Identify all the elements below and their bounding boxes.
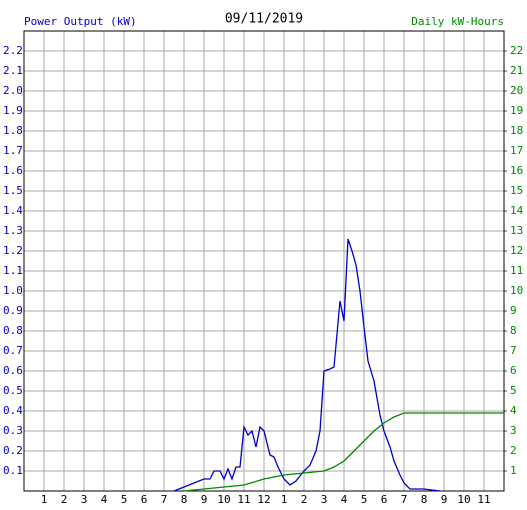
y-tick-label: 2.1: [3, 64, 23, 77]
y-tick-label: 0.7: [3, 344, 23, 357]
y2-tick-label: 11: [510, 264, 523, 277]
y-tick-label: 1.1: [3, 264, 23, 277]
y2-tick-label: 15: [510, 184, 523, 197]
y2-tick-label: 20: [510, 84, 523, 97]
x-tick-label: 1: [41, 493, 48, 506]
y2-tick-label: 17: [510, 144, 523, 157]
y2-tick-label: 4: [510, 404, 517, 417]
y-tick-label: 1.6: [3, 164, 23, 177]
y-tick-label: 1.4: [3, 204, 23, 217]
y2-tick-label: 9: [510, 304, 517, 317]
x-tick-label: 11: [237, 493, 250, 506]
x-tick-label: 3: [321, 493, 328, 506]
y2-tick-label: 16: [510, 164, 523, 177]
y-tick-label: 0.8: [3, 324, 23, 337]
plot-frame: [23, 30, 505, 492]
y2-tick-label: 14: [510, 204, 524, 217]
y2-tick-label: 21: [510, 64, 523, 77]
y2-tick-label: 13: [510, 224, 523, 237]
y2-tick-label: 10: [510, 284, 523, 297]
y-tick-label: 0.1: [3, 464, 23, 477]
y-tick-label: 1.7: [3, 144, 23, 157]
x-tick-label: 1: [281, 493, 288, 506]
y2-tick-label: 8: [510, 324, 517, 337]
x-tick-label: 2: [301, 493, 308, 506]
data-line: [183, 412, 504, 492]
x-tick-label: 7: [401, 493, 408, 506]
x-tick-label: 8: [181, 493, 188, 506]
y2-tick-label: 22: [510, 44, 523, 57]
y-tick-label: 0.5: [3, 384, 23, 397]
x-tick-label: 7: [161, 493, 168, 506]
y-tick-label: 0.4: [3, 404, 23, 417]
x-tick-label: 5: [361, 493, 368, 506]
x-tick-label: 6: [141, 493, 148, 506]
y2-tick-label: 18: [510, 124, 523, 137]
chart-title: 09/11/2019: [225, 12, 303, 27]
y-tick-label: 0.3: [3, 424, 23, 437]
y2-tick-label: 12: [510, 244, 523, 257]
x-tick-label: 10: [457, 493, 470, 506]
y-tick-label: 1.9: [3, 104, 23, 117]
x-tick-label: 6: [381, 493, 388, 506]
x-tick-label: 5: [121, 493, 128, 506]
y2-tick-label: 2: [510, 444, 517, 457]
x-tick-label: 4: [101, 493, 108, 506]
data-line: [173, 238, 441, 492]
y-tick-label: 0.9: [3, 304, 23, 317]
y-tick-label: 1.3: [3, 224, 23, 237]
y2-tick-label: 1: [510, 464, 517, 477]
y2-axis-label: Daily kW-Hours: [411, 15, 504, 28]
y-tick-label: 1.2: [3, 244, 23, 257]
x-tick-label: 11: [477, 493, 490, 506]
y2-tick-label: 3: [510, 424, 517, 437]
y-tick-label: 2.2: [3, 44, 23, 57]
x-tick-label: 8: [421, 493, 428, 506]
y-tick-label: 2.0: [3, 84, 23, 97]
x-tick-label: 3: [81, 493, 88, 506]
y2-tick-label: 6: [510, 364, 517, 377]
y-tick-label: 1.0: [3, 284, 23, 297]
y-tick-label: 0.2: [3, 444, 23, 457]
y-tick-label: 0.6: [3, 364, 23, 377]
y2-tick-label: 19: [510, 104, 523, 117]
x-tick-label: 12: [257, 493, 270, 506]
x-tick-label: 9: [441, 493, 448, 506]
y-tick-label: 1.8: [3, 124, 23, 137]
y2-tick-label: 5: [510, 384, 517, 397]
x-tick-label: 4: [341, 493, 348, 506]
y-tick-label: 1.5: [3, 184, 23, 197]
x-tick-label: 10: [217, 493, 230, 506]
y2-tick-label: 7: [510, 344, 517, 357]
x-tick-label: 9: [201, 493, 208, 506]
y-axis-label: Power Output (kW): [24, 15, 137, 28]
x-tick-label: 2: [61, 493, 68, 506]
